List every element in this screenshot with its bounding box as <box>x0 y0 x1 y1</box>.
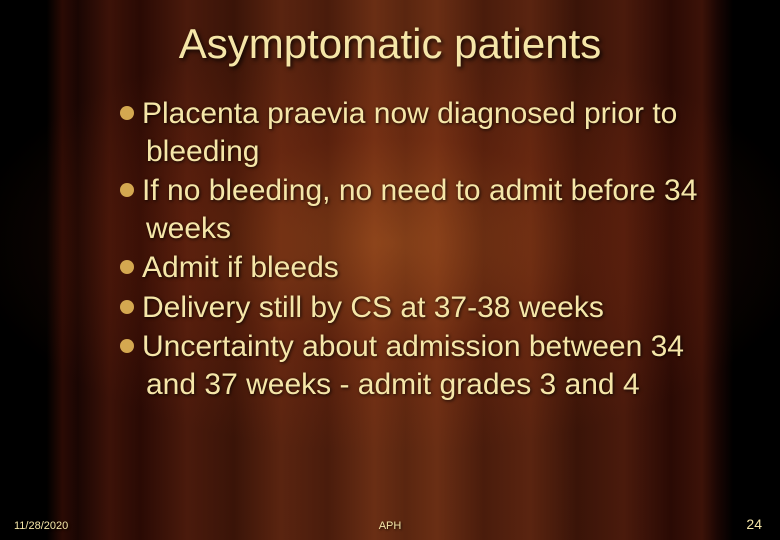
footer-center-label: APH <box>0 520 780 532</box>
bullet-icon <box>120 106 134 120</box>
list-item: Placenta praevia now diagnosed prior to … <box>120 95 720 170</box>
footer-page-number: 24 <box>746 516 762 532</box>
list-item: Delivery still by CS at 37-38 weeks <box>120 289 720 327</box>
list-item: Admit if bleeds <box>120 249 720 287</box>
bullet-list: Placenta praevia now diagnosed prior to … <box>120 95 720 405</box>
bullet-text: Uncertainty about admission between 34 a… <box>142 330 684 401</box>
bullet-icon <box>120 300 134 314</box>
bullet-text: Placenta praevia now diagnosed prior to … <box>142 97 677 168</box>
list-item: Uncertainty about admission between 34 a… <box>120 328 720 403</box>
bullet-text: Delivery still by CS at 37-38 weeks <box>142 291 604 324</box>
bullet-text: Admit if bleeds <box>142 251 339 284</box>
bullet-icon <box>120 260 134 274</box>
bullet-icon <box>120 183 134 197</box>
slide: Asymptomatic patients Placenta praevia n… <box>0 0 780 540</box>
bullet-text: If no bleeding, no need to admit before … <box>142 174 697 245</box>
slide-title: Asymptomatic patients <box>0 20 780 68</box>
list-item: If no bleeding, no need to admit before … <box>120 172 720 247</box>
bullet-icon <box>120 339 134 353</box>
